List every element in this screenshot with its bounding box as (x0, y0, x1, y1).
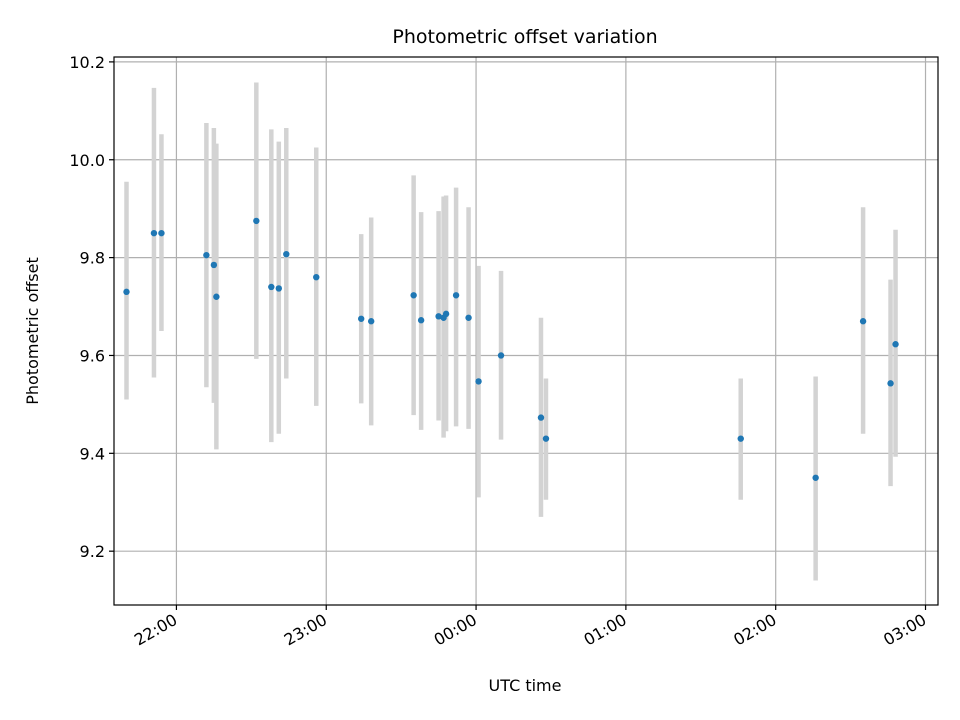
data-point (537, 414, 545, 421)
y-tick-label: 10.2 (69, 53, 105, 72)
data-point (210, 261, 218, 269)
y-tick-label: 10.0 (69, 151, 105, 170)
plot-area (114, 57, 938, 605)
data-point (213, 293, 220, 300)
data-point (123, 288, 130, 296)
data-point (203, 251, 210, 259)
data-point (158, 229, 165, 237)
data-point (417, 317, 425, 324)
data-point (275, 285, 282, 292)
y-axis-label: Photometric offset (23, 257, 42, 405)
data-point (737, 435, 744, 442)
y-tick-label: 9.8 (80, 249, 105, 268)
y-axis-ticks: 9.2 9.4 9.6 9.8 10.0 10.2 (69, 53, 114, 561)
data-point (887, 380, 894, 387)
plot-frame (113, 56, 939, 606)
data-point (358, 315, 365, 322)
grid-lines (114, 57, 938, 605)
data-point (313, 273, 320, 281)
data-point (435, 313, 442, 320)
data-point (150, 229, 158, 237)
data-point (465, 314, 472, 321)
data-point (892, 341, 899, 348)
data-point (268, 283, 275, 291)
data-point (542, 435, 550, 442)
data-points (123, 217, 899, 481)
data-point (859, 318, 867, 325)
x-axis-label: UTC time (489, 676, 562, 695)
chart-title: Photometric offset variation (392, 26, 657, 48)
data-point (410, 292, 417, 299)
data-point (497, 352, 505, 359)
y-tick-label: 9.2 (80, 542, 105, 561)
y-tick-label: 9.4 (80, 444, 105, 463)
data-point (812, 474, 819, 481)
data-point (452, 292, 460, 299)
y-tick-label: 9.6 (80, 346, 105, 365)
data-point (475, 378, 482, 385)
data-point (367, 318, 375, 325)
data-point (283, 250, 290, 258)
data-point (442, 310, 450, 318)
data-point (253, 217, 260, 225)
